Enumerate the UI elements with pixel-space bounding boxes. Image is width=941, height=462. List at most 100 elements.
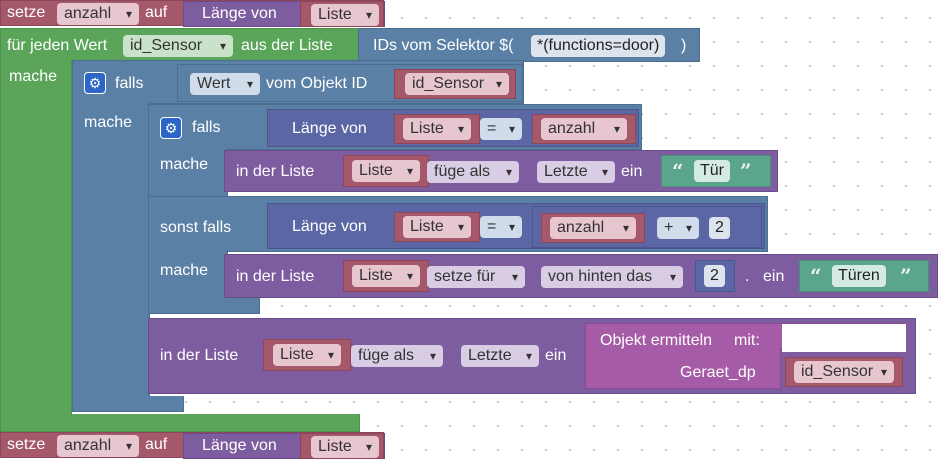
number-input[interactable]: 2	[709, 217, 730, 239]
close-quote-icon: ”	[900, 264, 912, 288]
object-id-variable-dropdown[interactable]: id_Sensor	[405, 73, 509, 95]
param-variable-dropdown[interactable]: id_Sensor	[794, 361, 894, 383]
list-variable-dropdown[interactable]: Liste	[352, 160, 420, 182]
list-length-block[interactable]: Länge von Liste	[183, 433, 385, 459]
list-variable-dropdown[interactable]: Liste	[311, 4, 379, 26]
text-input[interactable]: Türen	[832, 265, 886, 287]
selector-label: IDs vom Selektor $(	[373, 37, 514, 54]
for-each-loop-footer	[0, 414, 360, 432]
in-list-label: in der Liste	[236, 163, 315, 180]
text-input[interactable]: Tür	[694, 160, 730, 182]
if-block-outer-header[interactable]: ⚙ falls Wert vom Objekt ID id_Sensor	[72, 60, 524, 104]
param-variable-block[interactable]: id_Sensor	[785, 357, 903, 387]
value-property-dropdown[interactable]: Wert	[190, 73, 260, 95]
if-keyword: falls	[115, 75, 144, 92]
number-input[interactable]: 2	[704, 265, 725, 287]
list-set-block-tueren[interactable]: in der Liste Liste setze für von hinten …	[224, 254, 938, 298]
set-mode-dropdown[interactable]: setze für	[427, 266, 525, 288]
if-block-outer-footer	[72, 396, 184, 412]
length-of-label: Länge von	[202, 437, 277, 454]
length-of-label: Länge von	[292, 218, 367, 235]
object-get-param-label: Geraet_dp	[680, 364, 756, 381]
if-outer-do-label: mache	[84, 114, 133, 131]
insert-mode-dropdown[interactable]: füge als	[427, 161, 519, 183]
insert-position-dropdown[interactable]: Letzte	[461, 345, 539, 367]
object-get-input-slot	[782, 324, 906, 352]
length-of-label: Länge von	[292, 120, 367, 137]
loop-do-label: mache	[9, 68, 58, 85]
set-keyword: setze	[7, 436, 46, 453]
list-variable-dropdown[interactable]: Liste	[311, 436, 379, 458]
text-literal-block[interactable]: “ Türen ”	[799, 260, 929, 292]
object-get-block[interactable]: Objekt ermitteln mit: Geraet_dp	[585, 323, 781, 389]
count-variable-dropdown[interactable]: anzahl	[541, 118, 627, 140]
if-block-inner-then-frame: mache	[148, 148, 228, 198]
object-get-with-label: mit:	[734, 332, 760, 349]
from-list-label: aus der Liste	[241, 37, 333, 54]
compare-block-2[interactable]: Länge von Liste = anzahl + 2	[267, 203, 765, 249]
close-quote-icon: ”	[740, 159, 752, 183]
gear-icon[interactable]: ⚙	[160, 117, 182, 139]
if-block-outer-body-frame: mache	[72, 102, 150, 412]
compare-operator-dropdown[interactable]: =	[480, 118, 522, 140]
text-literal-block[interactable]: “ Tür ”	[661, 155, 771, 187]
open-quote-icon: “	[810, 264, 822, 288]
set-position-dropdown[interactable]: von hinten das	[541, 266, 683, 288]
for-each-label: für jeden Wert	[7, 37, 108, 54]
in-list-label: in der Liste	[160, 347, 239, 364]
list-length-block[interactable]: Länge von Liste	[183, 1, 385, 27]
set-variable-block-bottom[interactable]: setze anzahl auf Länge von Liste	[0, 432, 385, 459]
from-object-id-label: vom Objekt ID	[266, 75, 368, 92]
list-variable-dropdown[interactable]: Liste	[403, 118, 471, 140]
list-variable-block[interactable]: Liste	[300, 433, 384, 459]
if-block-inner-footer	[148, 298, 260, 314]
open-quote-icon: “	[672, 159, 684, 183]
variable-dropdown-anzahl[interactable]: anzahl	[57, 3, 139, 25]
selector-close-paren: )	[681, 37, 687, 54]
else-if-keyword: sonst falls	[160, 219, 232, 236]
arithmetic-block[interactable]: anzahl + 2	[532, 206, 762, 248]
arithmetic-operator-dropdown[interactable]: +	[657, 217, 699, 239]
position-number-block[interactable]: 2	[695, 260, 735, 292]
length-of-label: Länge von	[202, 5, 277, 22]
in-list-label: in der Liste	[236, 268, 315, 285]
then-do-label: mache	[160, 156, 209, 173]
if-block-inner-header[interactable]: ⚙ falls Länge von Liste = anzahl	[148, 104, 642, 150]
variable-dropdown-anzahl[interactable]: anzahl	[57, 435, 139, 457]
list-variable-block[interactable]: Liste	[263, 339, 351, 371]
object-value-block[interactable]: Wert vom Objekt ID id_Sensor	[177, 64, 523, 102]
count-variable-dropdown[interactable]: anzahl	[550, 217, 636, 239]
selector-block[interactable]: IDs vom Selektor $( *(functions=door) )	[358, 28, 700, 62]
list-variable-block[interactable]: Liste	[394, 212, 480, 242]
gear-icon[interactable]: ⚙	[84, 72, 106, 94]
count-variable-block[interactable]: anzahl	[541, 213, 645, 243]
else-if-row[interactable]: sonst falls Länge von Liste = anzahl + 2	[148, 196, 768, 252]
object-get-label: Objekt ermitteln	[600, 332, 713, 349]
to-keyword: auf	[145, 436, 168, 453]
compare-block[interactable]: Länge von Liste = anzahl	[267, 109, 639, 147]
else-if-do-label: mache	[160, 262, 209, 279]
list-variable-dropdown[interactable]: Liste	[352, 265, 420, 287]
loop-variable-dropdown[interactable]: id_Sensor	[123, 35, 233, 57]
insert-mode-dropdown[interactable]: füge als	[351, 345, 443, 367]
list-variable-block[interactable]: Liste	[394, 114, 480, 144]
for-each-loop-body-frame: mache	[0, 60, 72, 432]
insert-ein-label: ein	[545, 347, 567, 364]
list-variable-dropdown[interactable]: Liste	[403, 216, 471, 238]
list-variable-dropdown[interactable]: Liste	[273, 344, 341, 366]
for-each-loop-header[interactable]: für jeden Wert id_Sensor aus der Liste	[0, 28, 362, 62]
list-variable-block[interactable]: Liste	[343, 260, 429, 292]
if-keyword: falls	[192, 119, 221, 136]
list-insert-block-tuer[interactable]: in der Liste Liste füge als Letzte ein “…	[224, 150, 778, 192]
dot-label: .	[745, 268, 750, 285]
selector-input[interactable]: *(functions=door)	[531, 35, 666, 57]
set-variable-block-top[interactable]: setze anzahl auf Länge von Liste	[0, 0, 385, 27]
compare-operator-dropdown[interactable]: =	[480, 216, 522, 238]
to-keyword: auf	[145, 4, 168, 21]
list-variable-block[interactable]: Liste	[343, 155, 429, 187]
object-id-variable-block[interactable]: id_Sensor	[394, 69, 516, 99]
set-ein-label: ein	[763, 268, 785, 285]
list-variable-block[interactable]: Liste	[300, 1, 384, 27]
count-variable-block[interactable]: anzahl	[532, 114, 636, 144]
insert-position-dropdown[interactable]: Letzte	[537, 161, 615, 183]
